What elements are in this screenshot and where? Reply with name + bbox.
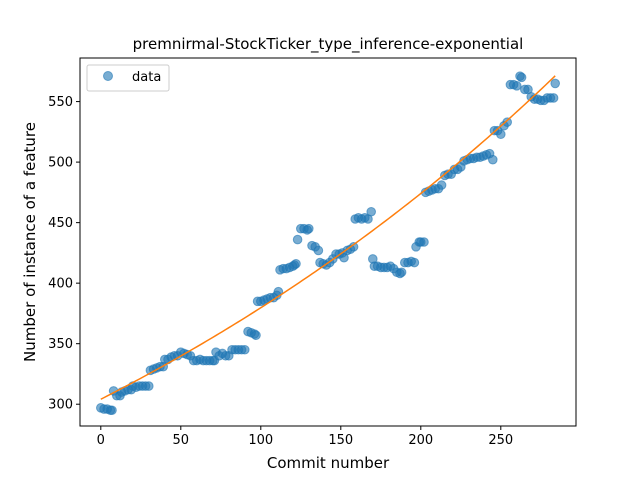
y-axis-label: Number of instance of a feature (21, 122, 39, 362)
data-point-73 (304, 223, 314, 234)
x-tick-label: 100 (248, 433, 273, 448)
x-tick-label: 250 (488, 433, 513, 448)
data-point-143 (512, 81, 522, 91)
data-point-140 (502, 117, 513, 127)
legend-label-data: data (132, 70, 161, 85)
y-tick-label: 300 (48, 398, 73, 413)
data-point-155 (548, 93, 559, 103)
exponential-fit-line (100, 75, 556, 400)
data-point-69 (292, 234, 303, 245)
data-point-53 (251, 330, 261, 341)
data-point-76 (313, 245, 324, 256)
data-point-113 (419, 237, 429, 247)
x-tick-label: 150 (328, 433, 353, 448)
data-point-105 (396, 267, 407, 278)
data-point-119 (436, 180, 447, 190)
data-point-156 (550, 78, 561, 89)
chart-title: premnirmal-StockTicker_type_inference-ex… (133, 35, 524, 54)
x-tick-label: 0 (97, 433, 105, 448)
legend: data (86, 64, 170, 92)
y-tick-label: 450 (48, 216, 73, 231)
data-point-109 (409, 257, 420, 268)
data-point-145 (516, 72, 527, 83)
data-point-17 (144, 381, 154, 391)
y-tick-label: 500 (48, 156, 73, 171)
x-axis: 0 50 100 150 200 250 (97, 426, 513, 448)
y-tick-label: 400 (48, 277, 73, 292)
x-tick-label: 200 (408, 433, 433, 448)
data-point-68 (291, 258, 301, 269)
y-axis: 300 350 400 450 500 550 (48, 95, 80, 413)
y-tick-label: 350 (48, 337, 73, 352)
data-point-135 (488, 154, 498, 165)
data-point-138 (496, 129, 506, 140)
x-tick-label: 50 (173, 433, 190, 448)
data-point-49 (240, 344, 250, 355)
plot-area (96, 71, 561, 416)
x-axis-label: Commit number (267, 454, 390, 472)
axes-frame (79, 57, 577, 427)
legend-marker-data (103, 71, 113, 81)
data-point-4 (107, 405, 117, 416)
y-tick-label: 550 (48, 95, 73, 110)
data-point-94 (366, 206, 377, 217)
